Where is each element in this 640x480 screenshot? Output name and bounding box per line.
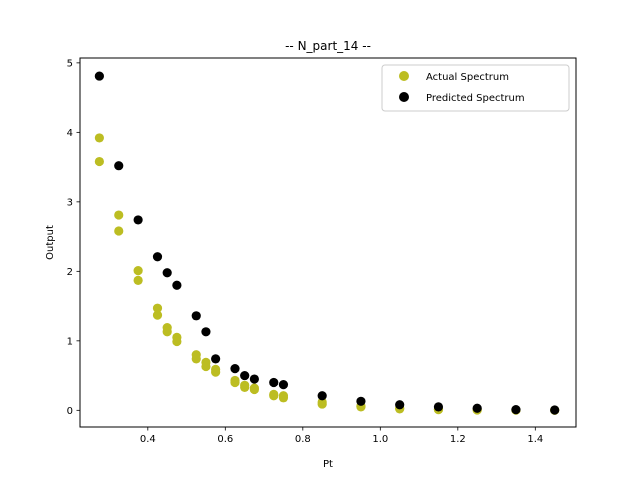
predicted-point-3 [152,252,163,262]
actual-point-15 [201,361,211,372]
points-layer [94,71,560,415]
predicted-point-7 [201,327,211,337]
actual-point-9 [162,327,172,337]
x-tick-label: 0.4 [140,434,156,445]
predicted-point-10 [240,370,250,381]
x-tick-label: 0.8 [295,434,311,445]
predicted-point-15 [356,396,366,406]
actual-point-0 [94,133,104,143]
y-tick-label: 1 [67,336,73,347]
y-tick-label: 0 [67,406,73,417]
legend-label-predicted: Predicted Spectrum [426,93,525,104]
predicted-point-5 [172,280,182,290]
predicted-point-11 [249,374,259,384]
predicted-point-12 [269,377,279,388]
predicted-point-4 [162,268,172,278]
actual-point-1 [94,156,104,167]
predicted-point-8 [211,354,221,364]
actual-point-5 [133,275,143,285]
predicted-point-2 [133,215,143,225]
x-axis-ticks: 0.4 0.6 0.8 1.0 1.2 1.4 [140,427,543,445]
legend-marker-predicted [399,92,409,102]
actual-point-3 [114,226,124,236]
x-tick-label: 1.2 [450,434,466,445]
actual-point-4 [133,266,143,276]
predicted-point-14 [317,391,327,401]
x-tick-label: 0.6 [217,434,233,445]
y-tick-label: 2 [67,267,73,278]
actual-point-25 [269,391,279,401]
predicted-point-16 [395,400,405,410]
predicted-point-1 [114,161,124,171]
y-axis-ticks: 0 1 2 3 4 5 [67,58,80,417]
x-tick-label: 1.0 [372,434,388,445]
legend-label-actual: Actual Spectrum [426,72,509,83]
y-axis-label: Output [45,225,56,260]
plot-area-frame [79,57,577,428]
legend: Actual Spectrum Predicted Spectrum [381,64,570,112]
actual-point-29 [317,399,327,409]
actual-point-2 [114,210,124,220]
actual-point-13 [191,354,201,364]
predicted-point-20 [550,405,560,415]
predicted-point-0 [94,71,104,81]
legend-marker-actual [399,71,409,81]
predicted-point-9 [230,364,240,374]
predicted-point-6 [191,311,201,321]
x-axis-label: Pt [323,459,333,470]
legend-box [381,64,570,112]
y-tick-label: 3 [67,197,73,208]
y-tick-label: 5 [67,58,73,69]
actual-point-17 [211,367,221,377]
actual-point-21 [240,382,250,392]
chart-title: -- N_part_14 -- [285,39,371,53]
predicted-point-18 [472,403,482,413]
actual-point-27 [278,393,289,403]
predicted-point-19 [511,405,521,415]
x-tick-label: 1.4 [527,434,543,445]
actual-point-6 [152,303,163,313]
predicted-point-17 [433,402,444,412]
predicted-point-13 [278,380,289,390]
actual-point-23 [249,384,259,395]
y-tick-label: 4 [67,128,73,139]
actual-point-19 [230,377,240,388]
actual-point-11 [172,336,182,347]
actual-point-7 [152,310,163,320]
